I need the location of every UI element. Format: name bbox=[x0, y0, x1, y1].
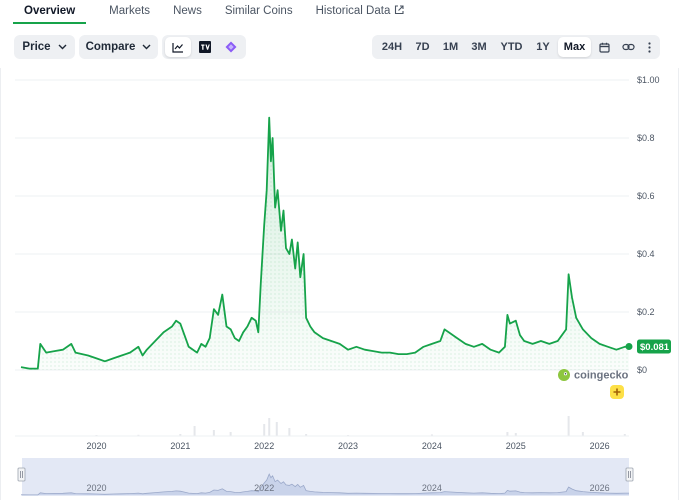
volume-bar bbox=[263, 424, 266, 436]
chart-gridlines bbox=[15, 79, 629, 371]
range-1m-button[interactable]: 1M bbox=[442, 41, 459, 53]
current-price-badge: $0.081 bbox=[637, 339, 671, 354]
volume-bar bbox=[212, 430, 215, 436]
volume-bar bbox=[430, 434, 433, 436]
x-tick-label: 2021 bbox=[170, 441, 190, 451]
range-24h-button[interactable]: 24H bbox=[381, 41, 403, 53]
volume-bar bbox=[581, 432, 584, 436]
volume-bar bbox=[193, 426, 196, 436]
compare-dropdown-label: Compare bbox=[85, 41, 136, 53]
price-chart-svg: $1.00 $0.8 $0.6 $0.4 $0.2 $0 2020 2021 2022 2023… bbox=[15, 75, 671, 496]
x-tick-label: 2022 bbox=[254, 441, 274, 451]
range-1y-button[interactable]: 1Y bbox=[536, 41, 550, 53]
volume-bars bbox=[15, 416, 629, 437]
volume-bar bbox=[514, 433, 517, 436]
y-tick-label: $0.6 bbox=[637, 191, 655, 201]
y-tick-label: $1.00 bbox=[637, 75, 660, 85]
volume-bar bbox=[288, 428, 291, 436]
navigator-labels: 2020 2022 2024 2026 bbox=[86, 483, 609, 493]
range-ytd-button[interactable]: YTD bbox=[500, 41, 523, 53]
navigator-line bbox=[20, 473, 629, 496]
volume-bar bbox=[229, 432, 232, 436]
price-series-line bbox=[20, 116, 630, 370]
price-area-dots bbox=[21, 117, 629, 370]
volume-bar bbox=[179, 434, 182, 436]
navigator-tick-label: 2024 bbox=[422, 483, 442, 493]
add-alert-icon[interactable] bbox=[610, 385, 624, 399]
tab-similar-coins[interactable]: Similar Coins bbox=[224, 5, 293, 17]
navigator-tick-label: 2022 bbox=[254, 483, 274, 493]
chart-toolbar: Price Compare 24H 7D 1M 3M YTD 1Y Max bbox=[0, 33, 679, 61]
tab-bar: Overview Markets News Similar Coins Hist… bbox=[0, 0, 679, 24]
price-chart[interactable]: $1.00 $0.8 $0.6 $0.4 $0.2 $0 2020 2021 2022 2023… bbox=[0, 68, 679, 500]
y-tick-label: $0 bbox=[637, 365, 647, 375]
coingecko-wordmark: coingecko bbox=[574, 370, 629, 382]
chevron-down-icon bbox=[58, 44, 67, 50]
coingecko-logo-icon bbox=[558, 369, 570, 381]
price-line bbox=[20, 116, 630, 370]
price-area bbox=[21, 117, 629, 370]
x-tick-label: 2020 bbox=[86, 441, 106, 451]
navigator-window bbox=[22, 458, 629, 496]
tradingview-icon[interactable] bbox=[193, 37, 217, 57]
price-dropdown-label: Price bbox=[22, 41, 51, 53]
y-tick-label: $0.8 bbox=[637, 133, 655, 143]
x-tick-label: 2024 bbox=[422, 441, 442, 451]
coingecko-watermark: coingecko bbox=[558, 369, 629, 382]
navigator-tick-label: 2026 bbox=[590, 483, 610, 493]
volume-bar bbox=[623, 434, 626, 436]
volume-bar bbox=[567, 416, 570, 436]
tab-news[interactable]: News bbox=[173, 5, 202, 17]
x-tick-label: 2025 bbox=[506, 441, 526, 451]
tab-historical-data[interactable]: Historical Data bbox=[316, 0, 405, 24]
link-icon[interactable] bbox=[617, 37, 639, 57]
x-tick-label: 2023 bbox=[338, 441, 358, 451]
chart-type-group bbox=[162, 35, 246, 59]
range-7d-button[interactable]: 7D bbox=[415, 41, 430, 53]
y-axis-labels: $1.00 $0.8 $0.6 $0.4 $0.2 $0 bbox=[637, 75, 660, 375]
ai-sparkle-icon[interactable] bbox=[219, 37, 243, 57]
navigator-area bbox=[21, 474, 629, 495]
x-axis-labels: 2020 2021 2022 2023 2024 2025 2026 bbox=[86, 441, 609, 451]
current-price-label: $0.081 bbox=[640, 342, 670, 353]
y-tick-label: $0.4 bbox=[637, 249, 655, 259]
x-tick-label: 2026 bbox=[590, 441, 610, 451]
navigator-tick-label: 2020 bbox=[86, 483, 106, 493]
range-3m-button[interactable]: 3M bbox=[471, 41, 487, 53]
current-price-dot bbox=[625, 343, 633, 351]
price-dropdown-button[interactable]: Price bbox=[14, 35, 75, 59]
range-max-button[interactable]: Max bbox=[558, 37, 591, 57]
chevron-down-icon bbox=[142, 44, 151, 50]
compare-dropdown-button[interactable]: Compare bbox=[79, 35, 158, 59]
price-area-fill bbox=[21, 117, 629, 370]
volume-bar bbox=[137, 434, 140, 436]
volume-bar bbox=[268, 418, 271, 436]
more-vertical-icon[interactable] bbox=[640, 37, 658, 57]
external-link-icon bbox=[394, 5, 404, 15]
navigator-right-handle[interactable] bbox=[625, 467, 634, 482]
time-range-group: 24H 7D 1M 3M YTD 1Y Max bbox=[372, 35, 660, 59]
range-navigator[interactable]: 2020 2022 2024 2026 bbox=[17, 458, 634, 496]
volume-bar bbox=[275, 422, 278, 436]
navigator-left-handle[interactable] bbox=[17, 467, 26, 482]
volume-bar bbox=[506, 432, 509, 436]
y-tick-label: $0.2 bbox=[637, 307, 655, 317]
volume-bar bbox=[305, 434, 308, 436]
line-chart-icon[interactable] bbox=[165, 37, 191, 57]
calendar-icon[interactable] bbox=[593, 37, 615, 57]
tab-historical-data-label: Historical Data bbox=[315, 5, 391, 17]
tab-overview[interactable]: Overview bbox=[13, 0, 87, 24]
navigator-sparkline bbox=[20, 473, 629, 496]
tab-markets[interactable]: Markets bbox=[109, 5, 151, 17]
